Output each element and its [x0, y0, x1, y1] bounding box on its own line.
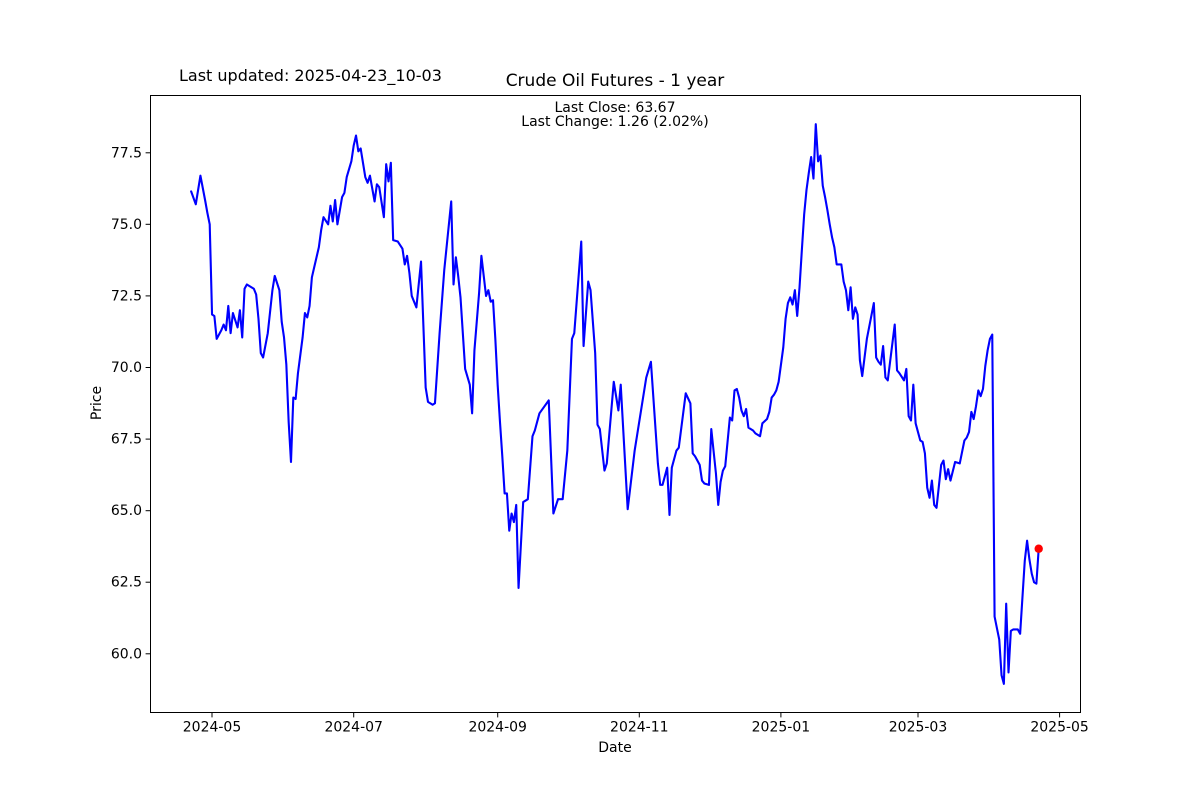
last-stats-annotation: Last Close: 63.67 Last Change: 1.26 (2.0… — [150, 100, 1080, 130]
y-tick-label: 77.5 — [111, 145, 142, 161]
y-tick-label: 67.5 — [111, 432, 142, 448]
last-price-marker — [1034, 544, 1043, 553]
chart-title: Crude Oil Futures - 1 year — [505, 71, 725, 91]
x-tick-label: 2024-11 — [610, 720, 669, 736]
x-tick-label: 2025-03 — [889, 720, 948, 736]
x-tick-label: 2024-07 — [324, 720, 383, 736]
x-tick-label: 2025-05 — [1030, 720, 1089, 736]
y-tick-label: 62.5 — [111, 575, 142, 591]
y-tick-label: 65.0 — [111, 503, 142, 519]
plot-frame — [150, 95, 1081, 713]
x-tick-label: 2024-09 — [468, 720, 527, 736]
y-tick-label: 70.0 — [111, 360, 142, 376]
last-close-text: Last Close: 63.67 — [554, 100, 676, 116]
last-change-text: Last Change: 1.26 (2.02%) — [521, 113, 709, 130]
last-updated-text: Last updated: 2025-04-23_10-03 — [179, 66, 442, 85]
y-axis: 60.0 62.5 65.0 67.5 70.0 72.5 75.0 77.5 — [111, 145, 151, 662]
y-tick-label: 60.0 — [111, 646, 142, 662]
x-axis: 2024-05 2024-07 2024-09 2024-11 2025-01 2025-… — [183, 712, 1089, 736]
y-tick-label: 75.0 — [111, 217, 142, 233]
price-line — [190, 123, 1040, 685]
y-axis-label: Price — [89, 385, 105, 421]
x-axis-label: Date — [598, 740, 632, 756]
x-tick-label: 2025-01 — [752, 720, 811, 736]
y-tick-label: 72.5 — [111, 288, 142, 304]
x-tick-label: 2024-05 — [183, 720, 242, 736]
